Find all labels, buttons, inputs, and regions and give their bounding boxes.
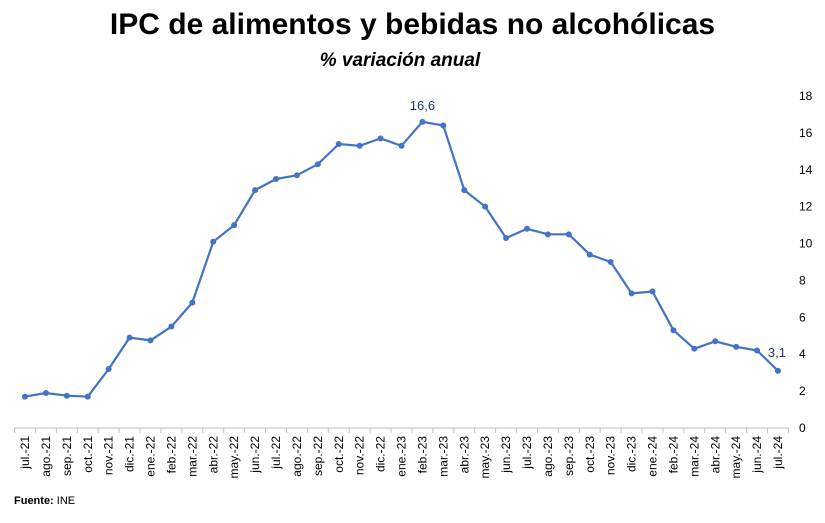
data-point [607,259,614,265]
x-tick-label: feb.-23 [415,436,429,474]
x-tick-label: jul.-23 [520,436,534,470]
x-tick-label: jul.-24 [771,436,785,470]
data-point [314,161,321,168]
x-tick-label: dic.-23 [625,436,639,472]
data-point [84,393,91,400]
y-tick-label: 8 [799,273,806,287]
data-point [733,343,740,350]
x-tick-label: ago.-22 [290,436,304,477]
y-tick-label: 12 [799,200,813,214]
x-tick-label: sep.-21 [60,436,74,476]
data-point [544,231,551,238]
x-tick-label: ene.-23 [395,436,409,477]
data-labels: 16,6 3,1 [410,98,786,360]
data-point [398,142,405,149]
x-tick-label: ene.-24 [646,436,660,477]
series-group [22,118,781,400]
x-tick-label: nov.-23 [604,436,618,475]
x-tick-label: ago.-21 [39,436,53,477]
source-note: Fuente: INE [14,495,75,507]
data-point [754,347,761,354]
data-point [210,238,217,245]
x-tick-label: oct.-22 [332,436,346,473]
x-tick-label: may.-24 [729,436,743,479]
data-point [22,393,28,400]
data-point [293,172,300,179]
data-label: 3,1 [768,345,786,360]
x-tick-label: oct.-21 [81,436,95,473]
x-axis: jul.-21 ago.-21 sep.-21 oct.-21 nov.-21 dic.-… [14,427,789,479]
data-point [691,345,698,352]
y-tick-label: 4 [799,347,806,361]
data-point [440,122,447,129]
data-label: 16,6 [410,98,435,113]
data-point [461,187,468,194]
x-tick-label: jun.-22 [248,436,262,474]
x-tick-label: ene.-22 [144,436,158,477]
source-label: Fuente: [14,495,54,507]
x-tick-label: may.-23 [478,436,492,479]
data-point [273,176,279,182]
x-tick-label: may.-22 [227,436,241,479]
data-point [231,222,238,229]
data-point [712,338,719,345]
data-point [482,203,489,210]
y-tick-label: 0 [799,421,806,435]
data-point [42,389,49,396]
x-tick-label: feb.-24 [666,436,680,474]
data-point [189,299,196,306]
data-point [419,118,426,125]
x-tick-label: dic.-22 [374,436,388,472]
x-tick-label: jun.-24 [750,436,764,474]
x-tick-label: feb.-22 [164,436,178,474]
x-tick-label: mar.-23 [436,436,450,477]
x-tick-label: nov.-21 [102,436,116,475]
y-tick-label: 6 [799,310,806,324]
x-tick-label: mar.-22 [185,436,199,477]
chart-subtitle: % variación anual [319,50,481,71]
y-tick-label: 16 [799,126,813,140]
data-point [147,337,154,344]
data-point [335,140,342,147]
data-point [252,187,259,194]
data-point [586,251,593,258]
x-tick-label: oct.-23 [583,436,597,473]
data-point [503,235,510,242]
y-tick-label: 18 [799,89,813,103]
data-point [168,323,175,330]
data-point [775,367,781,374]
x-tick-label: ago.-23 [541,436,555,477]
x-tick-label: dic.-21 [123,436,137,472]
x-tick-label: jul.-21 [18,436,32,470]
source-value: INE [56,495,76,507]
data-point [126,334,133,341]
data-point [105,365,112,372]
data-point [649,288,656,295]
x-tick-label: jul.-22 [269,436,283,470]
chart-title: IPC de alimentos y bebidas no alcohólica… [109,8,716,41]
data-point [377,135,384,142]
x-tick-label: nov.-22 [353,436,367,475]
x-tick-label: abr.-22 [206,436,220,474]
y-tick-label: 14 [799,163,813,177]
x-tick-label: mar.-24 [687,436,701,477]
y-tick-label: 10 [799,237,813,251]
data-point [565,231,572,238]
x-tick-label: abr.-24 [708,436,722,474]
x-tick-label: sep.-22 [311,436,325,476]
data-point [63,392,70,399]
x-tick-label: abr.-23 [457,436,471,474]
data-point [524,225,530,232]
series-line [24,120,779,398]
data-point [670,327,677,334]
data-point [628,290,635,297]
y-tick-label: 2 [799,384,806,398]
y-axis: 0 2 4 6 8 10 12 14 16 18 [799,89,813,435]
data-point [356,142,363,149]
x-tick-label: jun.-23 [499,436,513,474]
x-tick-label: sep.-23 [562,436,576,476]
